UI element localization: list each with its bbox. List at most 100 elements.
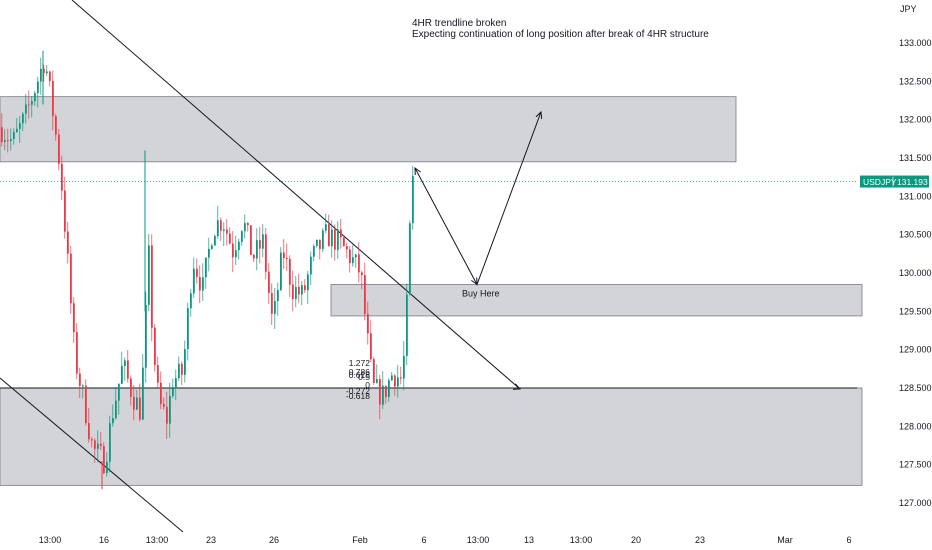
candle-body [25,104,27,114]
candle-body [388,380,390,397]
candle-body [304,285,306,291]
y-tick-label: 132.000 [899,115,932,125]
candle-body [7,140,9,142]
candle-body [319,239,321,249]
candle-body [31,101,33,105]
candle-body [130,378,132,397]
candle-body [178,363,180,379]
candle-body [49,71,51,81]
candle-body [283,252,285,259]
candle-body [55,116,57,135]
candle-body [241,231,243,242]
candle-body [196,268,198,278]
candle-body [322,230,324,249]
fib-label: -0.618 [346,391,370,401]
candle-body [94,440,96,449]
candle-body [367,313,369,334]
x-tick-label: 6 [846,535,851,545]
x-tick-label: 20 [631,535,641,545]
candle-body [37,81,39,94]
y-tick-label: 129.500 [899,306,932,316]
candle-body [394,375,396,387]
y-tick-label: 128.000 [899,421,932,431]
descending-trendline-lower [0,377,184,533]
candle-body [61,163,63,191]
candle-body [109,423,111,462]
x-tick-label: 6 [421,535,426,545]
candle-body [262,234,264,249]
fib-label: 0 [365,380,370,390]
candle-body [127,360,129,379]
candle-body [232,243,234,258]
candle-body [79,373,81,386]
candle-body [202,277,204,291]
candle-body [409,223,411,295]
candle-body [70,253,72,304]
price-axis [857,0,932,550]
price-tag [860,175,929,188]
candle-body [103,446,105,474]
candle-body [172,388,174,396]
candle-body [349,249,351,264]
x-tick-label: 13:00 [570,535,593,545]
candle-body [97,443,99,449]
candle-body [379,379,381,405]
zone-1 [330,284,863,317]
candle-body [82,385,84,387]
candle-body [268,271,270,294]
candle-body [142,367,144,420]
candle-body [274,301,276,314]
candle-body [34,93,36,102]
candle-body [271,293,273,314]
candle-body [88,423,90,440]
candle-body [163,403,165,407]
y-tick-label: 131.500 [899,153,932,163]
candle-body [289,258,291,285]
candle-body [100,443,102,447]
fib-label: 0.786 [349,367,371,377]
candle-body [10,138,12,141]
candle-body [310,256,312,275]
y-tick-label: 130.500 [899,230,932,240]
x-tick-label: 26 [269,535,279,545]
candle-body [85,385,87,424]
candle-body [253,254,255,259]
candles [1,50,414,490]
candle-body [211,245,213,249]
candle-body [58,134,60,164]
candle-body [391,375,393,381]
y-tick-label: 132.500 [899,76,932,86]
candle-body [361,272,363,276]
candle-body [76,332,78,374]
descending-trendline-upper [71,0,521,390]
x-tick-label: 23 [206,535,216,545]
zone-0 [0,96,737,163]
candle-body [307,274,309,291]
candle-body [220,220,222,231]
candle-body [301,285,303,295]
candle-body [352,257,354,264]
candle-body [325,224,327,231]
candle-body [298,287,300,295]
fib-label: 0.618 [349,370,371,380]
candle-body [175,378,177,389]
candle-body [148,245,150,305]
candle-body [265,234,267,272]
projection-arrowhead-mid [471,277,478,286]
candle-body [385,385,387,397]
candle-body [343,237,345,247]
candle-body [4,140,6,143]
candle-body [40,68,42,82]
y-tick-label: 127.000 [899,498,932,508]
candle-body [139,397,141,420]
trendline-arrowhead [512,383,522,390]
candle-body [169,395,171,424]
candle-body [214,235,216,246]
candle-body [145,304,147,368]
candle-body [73,303,75,333]
candle-body [160,382,162,404]
y-tick-label: 131.000 [899,191,932,201]
candle-body [16,128,18,133]
candle-body [400,377,402,379]
